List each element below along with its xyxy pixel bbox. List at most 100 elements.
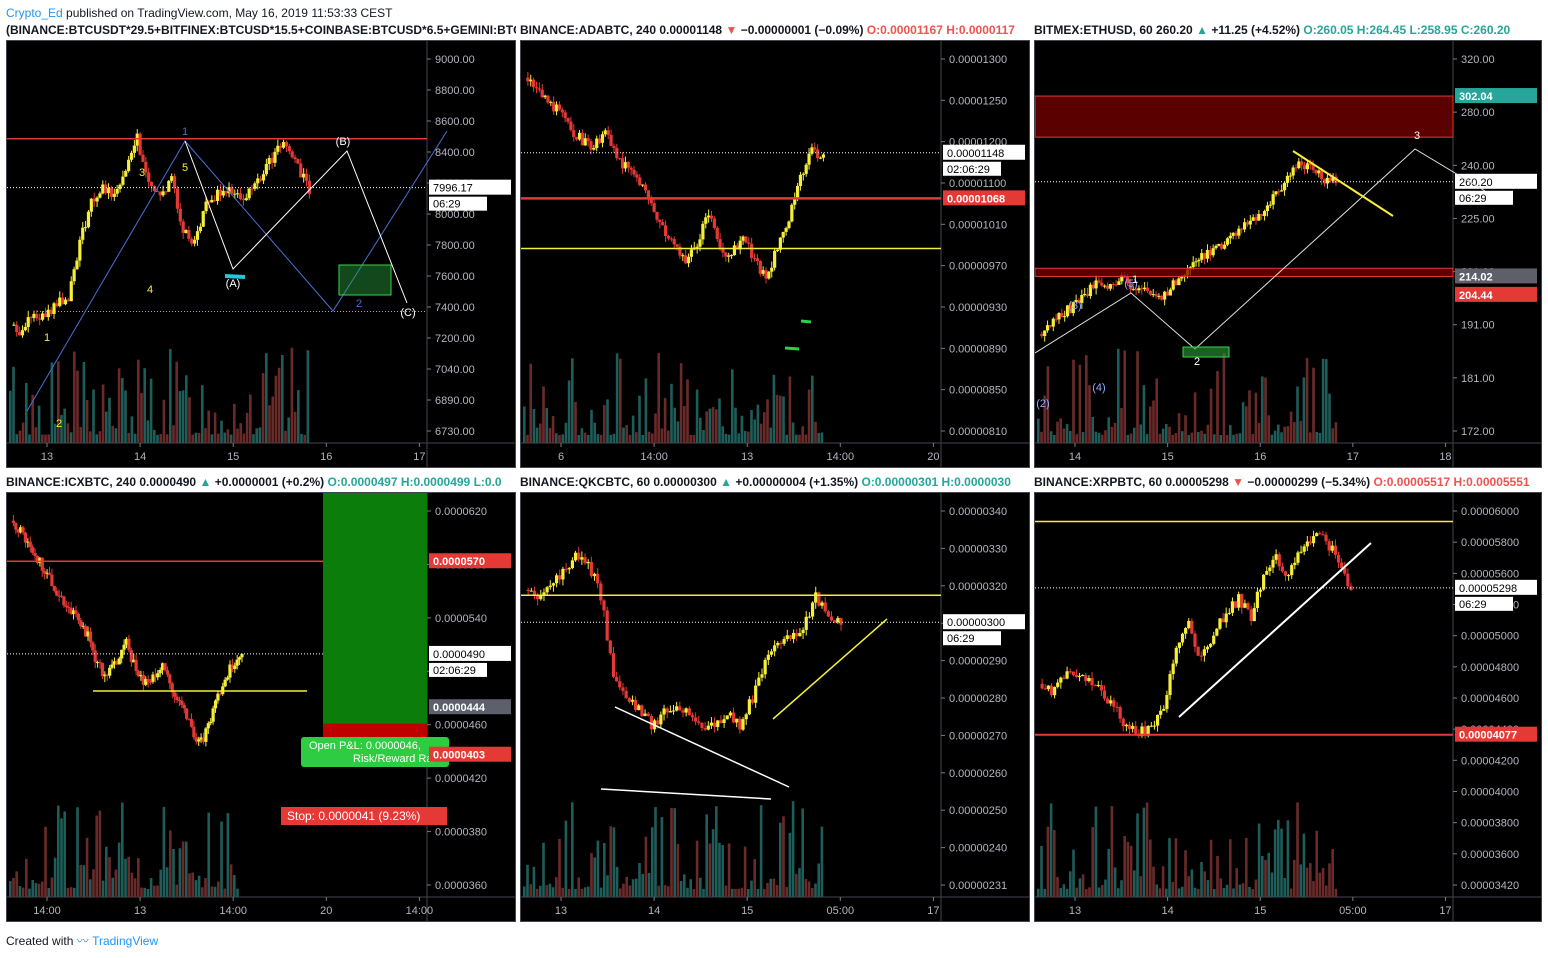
time-tick-label: 15	[741, 905, 753, 917]
volume-bar	[1049, 803, 1053, 897]
candle	[552, 101, 556, 112]
chart-panel-ethusd[interactable]: 320.00280.00240.00225.00201.00191.00181.…	[1034, 40, 1542, 468]
candle	[643, 184, 648, 191]
volume-bar	[670, 807, 673, 897]
volume-bar	[162, 399, 166, 443]
candle	[52, 585, 56, 591]
volume-bar	[1235, 868, 1238, 897]
candle	[1302, 165, 1307, 170]
candle	[602, 600, 606, 611]
candle	[1127, 724, 1132, 729]
volume-bar	[258, 427, 262, 443]
volume-bar	[1216, 371, 1219, 443]
candle	[1168, 674, 1172, 696]
candle	[1285, 175, 1290, 183]
candle	[1311, 165, 1315, 170]
candle	[45, 572, 49, 574]
volume-bar	[1225, 434, 1229, 443]
panel-5-symbol[interactable]: BINANCE:QKCBTC, 60	[520, 475, 651, 489]
candle	[173, 692, 177, 697]
volume-bar	[1193, 392, 1197, 443]
chart-svg: 9000.008800.008600.008400.008200.008000.…	[7, 41, 515, 467]
time-tick-label: 13	[741, 451, 753, 463]
volume-bar	[1209, 388, 1213, 443]
panel-6-last: 0.00005298	[1165, 475, 1229, 489]
author-link[interactable]: Crypto_Ed	[6, 6, 63, 20]
volume-bar	[1062, 884, 1066, 897]
volume-bar	[1305, 358, 1309, 443]
chart-panel-adabtc[interactable]: 0.00001300 0.00001250 0.00001200 0.00001100…	[520, 40, 1030, 468]
volume-bar	[638, 395, 641, 443]
candle	[712, 218, 716, 228]
volume-bar	[191, 434, 194, 443]
candle	[1211, 248, 1215, 256]
chart-panel-icxbtc[interactable]: 0.00006200.00005800.00005400.00005000.00…	[6, 492, 516, 922]
volume-bar	[1318, 432, 1322, 443]
panel-4-symbol[interactable]: BINANCE:ICXBTC, 240	[6, 475, 137, 489]
candle	[189, 719, 194, 727]
candle	[206, 723, 210, 729]
candle	[592, 148, 596, 150]
volume-bar	[702, 429, 705, 443]
candle	[833, 620, 837, 623]
panel-1-symbol[interactable]: (BINANCE:BTCUSDT*29.5+BITFINEX:BTCUSD*15…	[6, 23, 516, 37]
panel-3-symbol[interactable]: BITMEX:ETHUSD, 60	[1034, 23, 1153, 37]
price-tick-label: 0.00001010	[949, 219, 1007, 231]
candle	[302, 173, 306, 178]
panel-2-symbol[interactable]: BINANCE:ADABTC, 240	[520, 23, 657, 37]
volume-bar	[711, 407, 715, 443]
volume-bar	[1069, 430, 1072, 443]
panel-3-title: BITMEX:ETHUSD, 60 260.20 ▲ +11.25 (+4.52…	[1034, 21, 1542, 39]
candle	[632, 169, 636, 175]
volume-bar	[89, 879, 92, 897]
volume-bar	[41, 881, 44, 897]
volume-bar	[1110, 805, 1114, 897]
candle	[592, 573, 597, 577]
candle	[178, 208, 182, 222]
price-tick-label: 7040.00	[435, 364, 475, 376]
volume-bar	[1123, 350, 1126, 443]
volume-bar	[1299, 420, 1302, 443]
candle	[818, 157, 823, 159]
candle	[1051, 318, 1055, 327]
last-price-tag	[1455, 579, 1537, 595]
candle	[86, 631, 90, 637]
candle	[74, 610, 78, 614]
candle	[1053, 686, 1057, 696]
wave-trendline	[26, 130, 448, 412]
candle	[1330, 545, 1334, 551]
candle	[612, 146, 616, 148]
volume-bar	[1126, 434, 1130, 443]
footer-created-with: Created with	[6, 934, 74, 948]
candle	[153, 674, 157, 678]
price-tick-label: 0.00001100	[949, 178, 1006, 190]
volume-bar	[721, 845, 724, 897]
volume-bar	[753, 419, 756, 443]
candle	[225, 677, 230, 680]
volume-bar	[583, 432, 587, 443]
volume-bar	[1126, 841, 1130, 897]
volume-bar	[95, 815, 98, 897]
volume-bar	[705, 411, 708, 443]
candle	[529, 79, 533, 82]
candle	[32, 313, 36, 318]
candle	[250, 188, 254, 190]
volume-bar	[156, 434, 159, 443]
volume-bar	[114, 869, 118, 897]
volume-bar	[34, 427, 38, 443]
volume-bar	[191, 872, 194, 897]
volume-bar	[1270, 872, 1274, 897]
chart-panel-qkcbtc[interactable]: 0.000003400.000003300.000003200.00000310…	[520, 492, 1030, 922]
chart-svg: 0.000013000.000012500.000012000.00001100…	[521, 41, 1029, 467]
volume-bar	[523, 886, 526, 897]
candle	[1248, 220, 1252, 225]
volume-bar	[532, 409, 536, 443]
chart-panel-btc[interactable]: 9000.008800.008600.008400.008200.008000.…	[6, 40, 516, 468]
volume-bar	[1190, 869, 1194, 897]
panel-6-symbol[interactable]: BINANCE:XRPBTC, 60	[1034, 475, 1163, 489]
chart-panel-xrpbtc[interactable]: 0.000060000.000058000.000056000.00005400…	[1034, 492, 1542, 922]
volume-bar	[641, 434, 644, 443]
footer-brand[interactable]: TradingView	[92, 934, 159, 948]
time-tick-label: 17	[413, 451, 425, 463]
volume-bar	[1046, 366, 1050, 443]
